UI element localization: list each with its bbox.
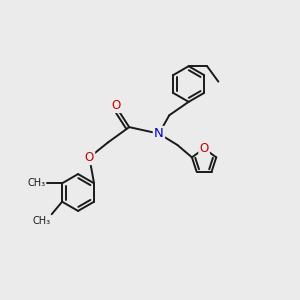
Text: O: O <box>85 151 94 164</box>
Text: CH₃: CH₃ <box>27 178 45 188</box>
Text: O: O <box>112 99 121 112</box>
Text: N: N <box>154 127 164 140</box>
Text: CH₃: CH₃ <box>33 216 51 226</box>
Text: O: O <box>200 142 209 155</box>
